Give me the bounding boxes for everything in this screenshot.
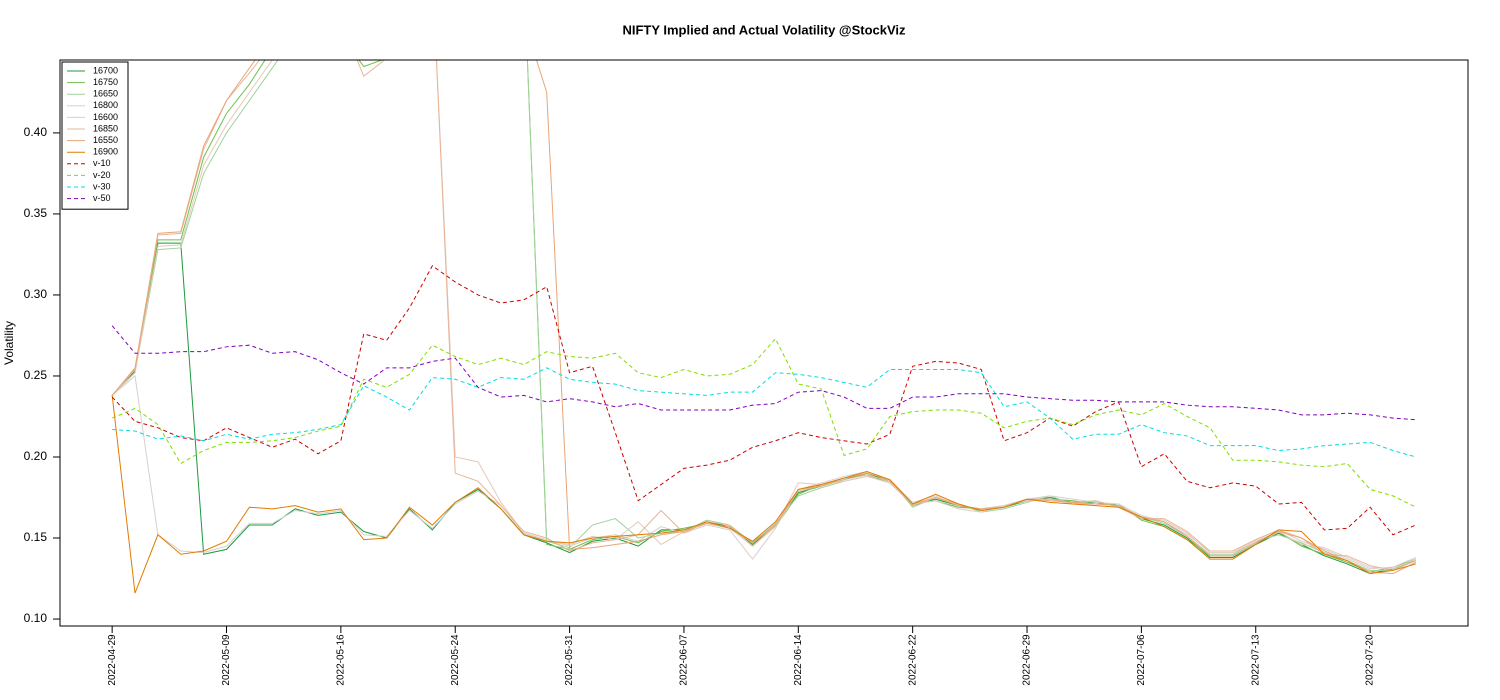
- legend-label: v-30: [93, 181, 111, 191]
- series-line: [111, 60, 1417, 571]
- legend-label: 16700: [93, 65, 118, 75]
- legend-label: v-10: [93, 158, 111, 168]
- y-tick-label: 0.15: [24, 530, 48, 544]
- series-line: [111, 60, 1417, 570]
- x-tick-label: 2022-06-29: [1022, 634, 1033, 686]
- x-tick-label: 2022-05-31: [564, 634, 575, 686]
- x-tick-label: 2022-07-20: [1365, 634, 1376, 686]
- series-line: [111, 337, 1417, 508]
- legend-label: 16550: [93, 135, 118, 145]
- legend-label: v-50: [93, 193, 111, 203]
- y-tick-label: 0.25: [24, 368, 48, 382]
- series-line: [111, 60, 1417, 575]
- legend-label: 16900: [93, 147, 118, 157]
- x-tick-label: 2022-05-24: [450, 634, 461, 686]
- chart-title: NIFTY Implied and Actual Volatility @Sto…: [622, 22, 906, 37]
- series-line: [111, 395, 1416, 594]
- series-line: [111, 60, 1417, 571]
- x-tick-label: 2022-07-13: [1250, 634, 1261, 686]
- legend-box: [61, 61, 129, 210]
- x-tick-label: 2022-07-06: [1136, 634, 1147, 686]
- plot-lines: [111, 60, 1417, 594]
- x-tick-label: 2022-05-09: [221, 634, 232, 686]
- legend-label: 16600: [93, 112, 118, 122]
- x-tick-label: 2022-04-29: [107, 634, 118, 686]
- legend-label: 16800: [93, 100, 118, 110]
- legend-label: 16650: [93, 89, 118, 99]
- y-tick-label: 0.30: [24, 287, 48, 301]
- x-tick-label: 2022-06-22: [907, 634, 918, 686]
- legend-label: v-20: [93, 170, 111, 180]
- legend-label: 16750: [93, 77, 118, 87]
- series-line: [111, 325, 1416, 421]
- y-tick-label: 0.35: [24, 206, 48, 220]
- y-axis-label: Volatility: [2, 321, 16, 365]
- x-tick-label: 2022-05-16: [336, 634, 347, 686]
- y-tick-label: 0.10: [24, 611, 48, 625]
- series-line: [111, 265, 1417, 536]
- y-tick-label: 0.40: [24, 125, 48, 139]
- x-tick-label: 2022-06-07: [679, 634, 690, 686]
- legend-label: 16850: [93, 123, 118, 133]
- y-tick-label: 0.20: [24, 449, 48, 463]
- x-tick-label: 2022-06-14: [793, 634, 804, 686]
- series-line: [112, 367, 1416, 458]
- plot-frame: [59, 59, 1469, 627]
